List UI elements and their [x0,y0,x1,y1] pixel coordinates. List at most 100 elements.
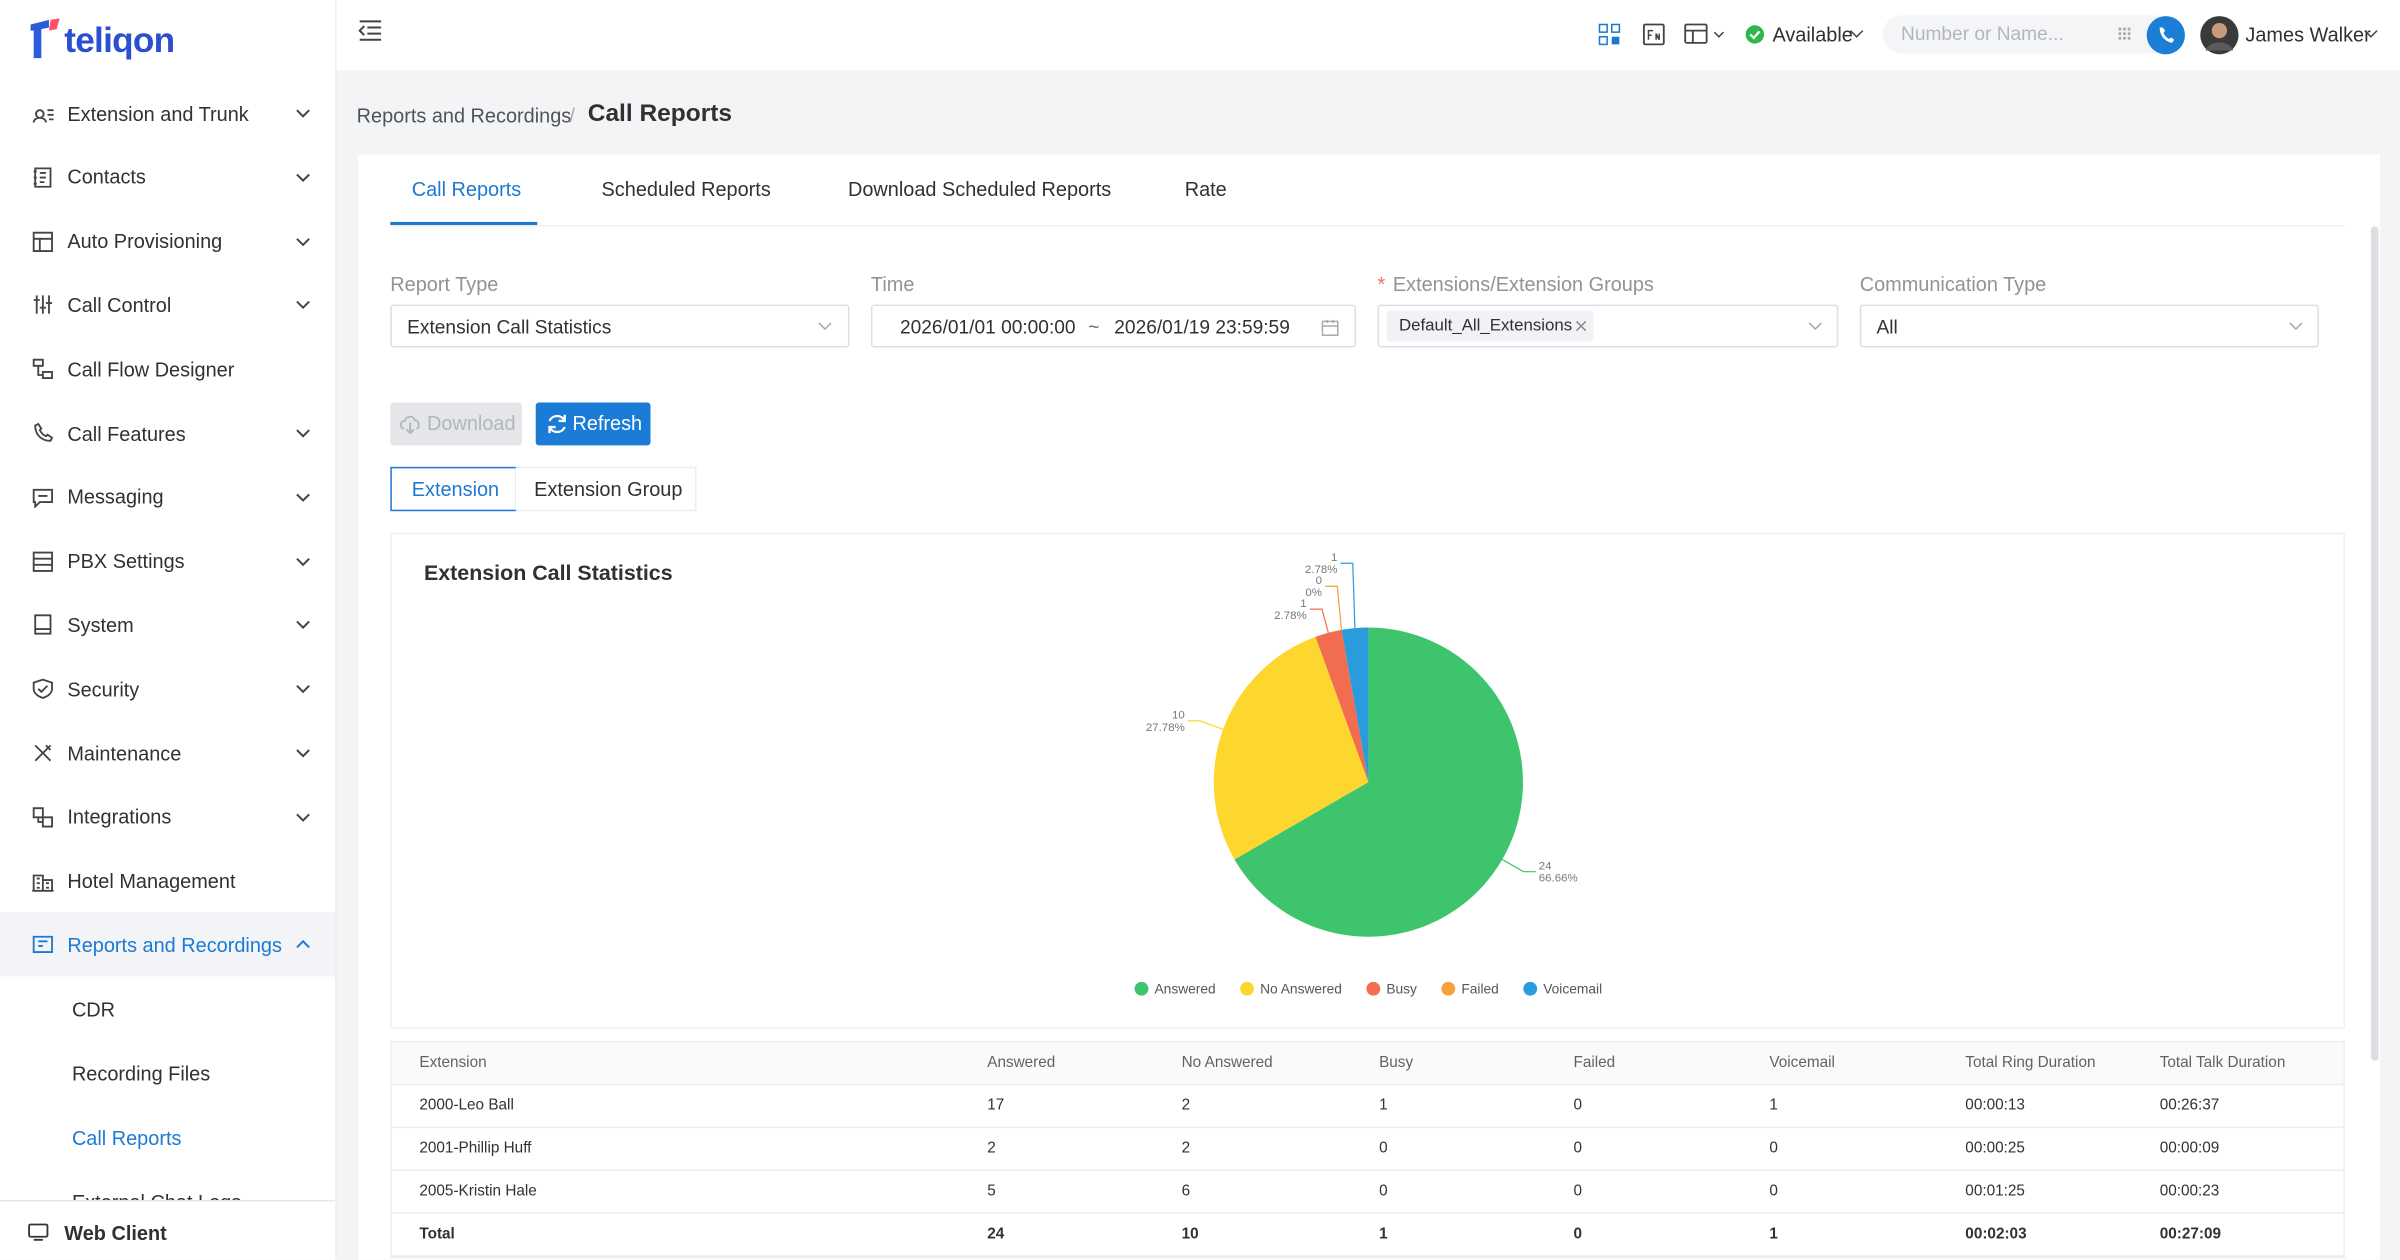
table-row: 2000-Leo Ball 17 2 1 0 1 00:00:13 00:26:37 [391,1085,2344,1129]
menu-item[interactable]: System [0,593,335,657]
menu-item[interactable]: Security [0,657,335,721]
toggle-group[interactable]: Extension Group [515,466,697,512]
menu-icon-shape [32,551,53,572]
data-label: 1 [1300,598,1306,610]
table-cell: Failed [1573,1054,1616,1072]
menu-item[interactable]: Call Features [0,401,335,465]
fn-icon[interactable] [1642,23,1665,46]
table-cell: 24 [987,1226,1005,1243]
data-label: 24 [1539,860,1552,872]
tab[interactable]: Download Scheduled Reports [847,177,1112,201]
tag: Default_All_Extensions [1386,310,1594,342]
menu-item[interactable]: Call Flow Designer [0,337,335,401]
menu-caret [296,109,310,118]
web-client[interactable]: Web Client [0,1199,336,1260]
menu-item[interactable]: Maintenance [0,721,335,785]
submenu-item[interactable]: Recording Files [0,1041,335,1105]
menu-label: System [67,613,134,637]
select-value: Extension Call Statistics [407,316,612,339]
breadcrumb-parent[interactable]: Reports and Recordings [356,104,572,128]
menu-caret [296,685,310,694]
menu-item[interactable]: PBX Settings [0,529,335,593]
communication-select[interactable]: All [1859,304,2319,348]
user-caret [2364,30,2378,38]
menu-icon-shape [32,678,53,700]
qr-icon[interactable] [1598,23,1621,46]
menu-caret [296,749,310,758]
table-cell: 2005-Kristin Hale [419,1183,537,1200]
menu-caret [296,173,310,182]
data-label: 1 [1331,552,1337,564]
table-row: 2001-Phillip Huff 2 2 0 0 0 00:00:25 00:00:09 [391,1128,2344,1171]
collapse-button[interactable] [358,20,382,41]
submenu-item[interactable]: CDR [0,977,335,1041]
menu-item[interactable]: Reports and Recordings [0,912,336,978]
menu-icon [33,296,53,315]
time-range[interactable]: 2026/01/01 00:00:00 ~ 2026/01/19 23:59:5… [870,304,1357,348]
menu-label: Call Features [67,421,186,445]
scrollbar[interactable] [2370,226,2379,1061]
pie-slice [1213,636,1369,860]
avatar[interactable] [2199,15,2239,55]
layout-icon[interactable] [1684,23,1730,46]
menu-item[interactable]: Auto Provisioning [0,209,335,273]
extensions-select[interactable]: Default_All_Extensions [1377,304,1839,348]
menu-icon [33,167,52,188]
menu-item[interactable]: Messaging [0,465,335,529]
table-cell: 00:00:13 [1965,1097,2025,1115]
menu-icon-shape [32,936,53,954]
select-caret [818,322,832,331]
menu-icon [32,359,53,380]
submenu-label: Call Reports [71,1126,182,1150]
tab[interactable]: Call Reports [411,177,522,201]
table-cell: 00:27:09 [2159,1226,2221,1243]
select-caret [1808,322,1822,331]
menu-label: Contacts [67,165,146,189]
menu-item[interactable]: Integrations [0,785,335,849]
toggle-label: Extension Group [534,477,683,501]
table-cell: 00:00:23 [2159,1183,2220,1200]
submenu-item[interactable]: Call Reports [0,1105,335,1169]
menu-caret-shape [296,493,310,502]
legend-item: Voicemail [1523,981,1602,996]
call-button[interactable] [2146,15,2186,55]
menu-caret-shape [296,173,310,182]
table-row: 2005-Kristin Hale 5 6 0 0 0 00:01:25 00:00:23 [391,1171,2344,1214]
table-cell: Busy [1379,1054,1414,1072]
filter-label: Communication Type [1859,272,2047,296]
toggle-extension[interactable]: Extension [390,466,518,512]
percent-label: 0% [1305,587,1322,599]
download-label: Download [427,411,516,435]
status[interactable]: Available [1772,22,1853,46]
table-cell: Total Ring Duration [1965,1054,2096,1072]
menu-caret [296,940,310,949]
sidebar: teliqon Extension and Trunk Contacts Auto … [0,0,337,1260]
tab[interactable]: Rate [1184,177,1227,201]
refresh-button[interactable]: Refresh [535,402,651,446]
chart-panel: Extension Call Statistics 24 66.66% 10 27.7… [390,532,2345,1029]
menu-caret [296,301,310,310]
legend-label: Busy [1386,981,1417,996]
tag-close[interactable] [1575,320,1587,332]
table-cell: Answered [987,1054,1056,1072]
breadcrumb-separator: / [569,104,575,128]
search-placeholder: Number or Name... [1901,22,2064,45]
report-type-select[interactable]: Extension Call Statistics [390,304,850,348]
tab[interactable]: Scheduled Reports [601,177,771,201]
menu-item[interactable]: Contacts [0,145,335,209]
menu-item[interactable]: Call Control [0,273,335,337]
search-box[interactable]: Number or Name... [1882,15,2174,54]
dialpad-icon [2118,27,2131,40]
table-cell: 00:02:03 [1965,1226,2027,1243]
legend-swatch [1366,981,1381,996]
download-button[interactable]: Download [390,402,522,446]
menu-item[interactable]: Hotel Management [0,849,335,913]
table-cell: 00:00:09 [2159,1140,2220,1158]
table-cell: 0 [1379,1183,1388,1200]
menu-item[interactable]: Extension and Trunk [0,81,335,145]
submenu-label: CDR [71,997,116,1021]
legend-swatch [1134,981,1149,996]
menu-label: Extension and Trunk [67,101,249,125]
user-name[interactable]: James Walker [2245,22,2371,46]
web-client-icon [28,1223,49,1241]
